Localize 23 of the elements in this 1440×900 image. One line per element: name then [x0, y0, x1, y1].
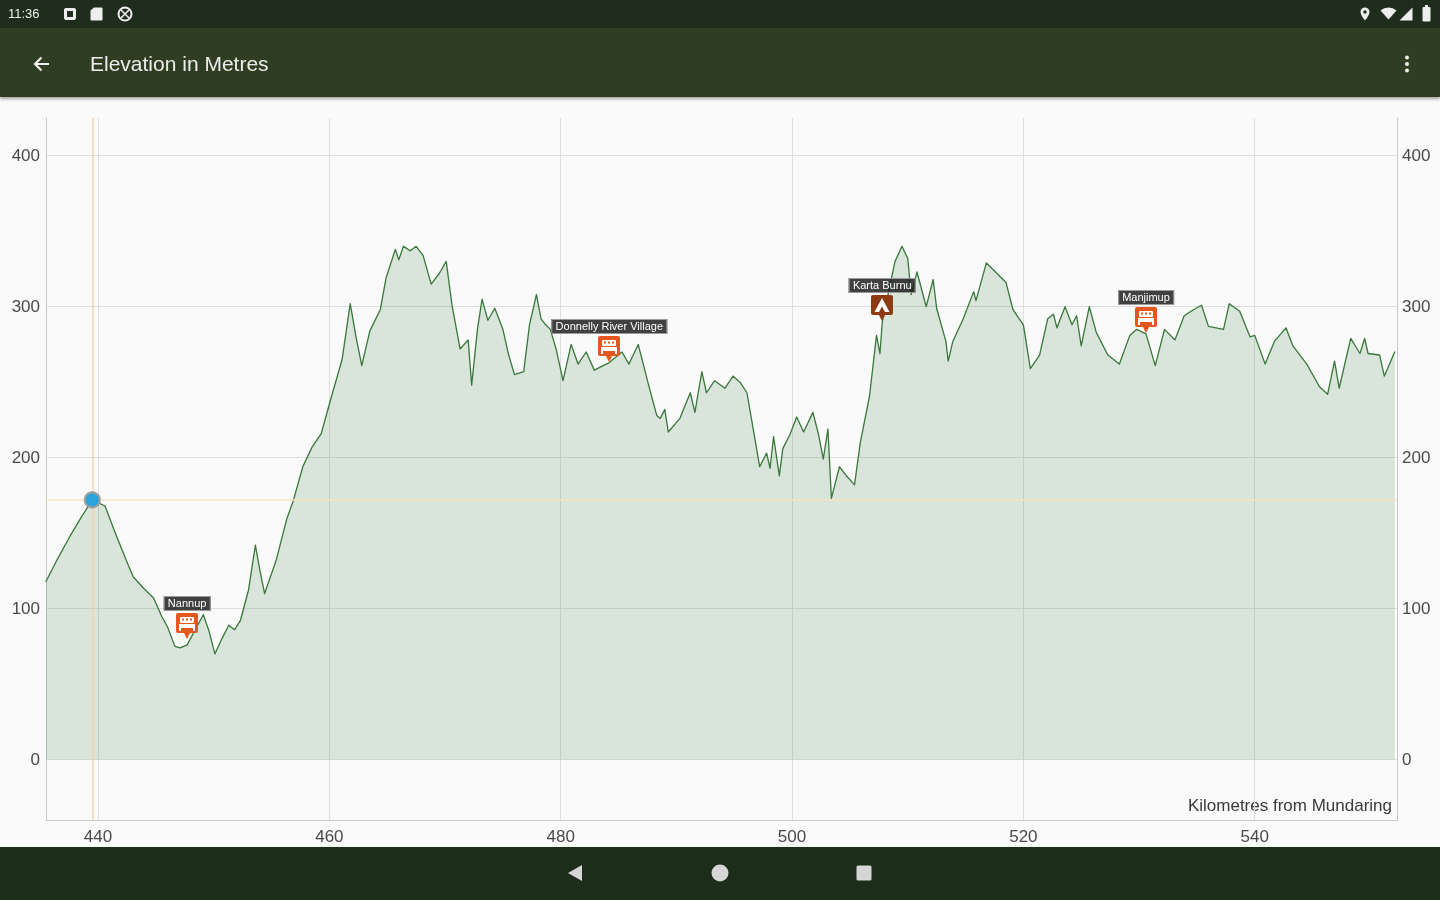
- x-tick-label: 500: [777, 827, 807, 846]
- y-tick-label: 0: [30, 750, 40, 770]
- x-tick-label: 520: [1009, 827, 1038, 846]
- annotation: Nannup: [163, 596, 211, 612]
- x-tick-label: 540: [1240, 827, 1269, 846]
- x-axis-title: Kilometres from Mundaring: [1187, 796, 1392, 815]
- y2-tick-label: 200: [1402, 448, 1431, 468]
- annotation: Karta Burnu: [848, 277, 916, 293]
- y2-tick-label: 400: [1402, 146, 1431, 166]
- y-tick-label: 300: [11, 297, 40, 317]
- y-tick-label: 400: [11, 146, 40, 166]
- x-tick-label: 480: [546, 827, 575, 846]
- annotation: Manjimup: [1118, 289, 1174, 305]
- y-tick-label: 100: [11, 599, 40, 619]
- y-tick-label: 200: [11, 448, 40, 468]
- annotation: Donnelly River Village: [551, 318, 667, 334]
- y2-tick-label: 100: [1402, 599, 1431, 619]
- text: 11:36: [8, 6, 40, 22]
- y2-tick-label: 300: [1402, 297, 1431, 317]
- x-tick-label: 460: [315, 827, 344, 846]
- y2-tick-label: 0: [1402, 750, 1412, 770]
- x-tick-label: 440: [83, 827, 113, 846]
- chart-title: Elevation in Metres: [90, 52, 269, 76]
